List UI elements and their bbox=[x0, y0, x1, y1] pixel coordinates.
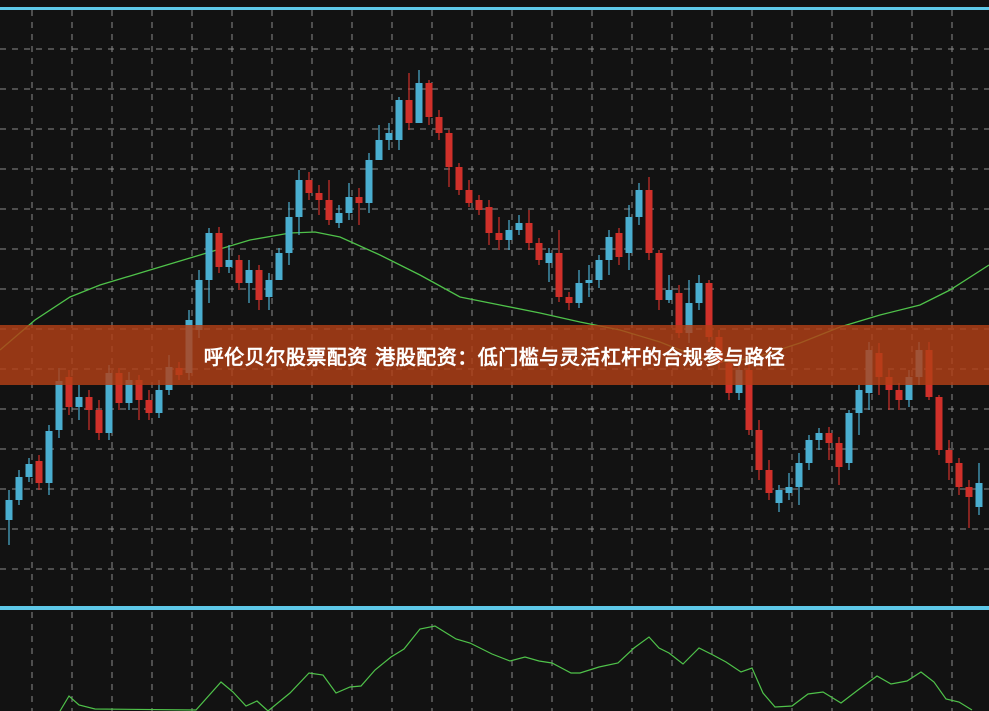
candle-down bbox=[655, 253, 663, 300]
candle-down bbox=[405, 100, 413, 123]
candle-up bbox=[385, 133, 393, 140]
candle-down bbox=[565, 297, 573, 303]
candle-up bbox=[245, 270, 253, 283]
candle-up bbox=[195, 280, 203, 330]
candle-up bbox=[775, 490, 783, 503]
candle-down bbox=[435, 117, 443, 133]
candle-up bbox=[125, 380, 133, 403]
candle-down bbox=[135, 380, 143, 400]
candle-down bbox=[215, 233, 223, 267]
candle-down bbox=[115, 373, 123, 403]
candle-up bbox=[665, 290, 673, 300]
candle-up bbox=[225, 260, 233, 267]
candle-down bbox=[485, 207, 493, 233]
candle-down bbox=[445, 133, 453, 167]
banner-title: 呼伦贝尔股票配资 港股配资：低门槛与灵活杠杆的合规参与路径 bbox=[203, 344, 786, 369]
candle-down bbox=[835, 443, 843, 467]
candle-up bbox=[335, 213, 343, 223]
candle-down bbox=[825, 433, 833, 443]
candle-down bbox=[765, 470, 773, 493]
candle-down bbox=[965, 487, 973, 497]
title-banner: 呼伦贝尔股票配资 港股配资：低门槛与灵活杠杆的合规参与路径 bbox=[0, 325, 989, 385]
candle-down bbox=[95, 410, 103, 433]
candle-up bbox=[15, 477, 23, 500]
candle-down bbox=[945, 450, 953, 463]
candle-up bbox=[605, 237, 613, 260]
candle-up bbox=[155, 390, 163, 413]
candle-down bbox=[355, 197, 363, 203]
candle-up bbox=[105, 373, 113, 433]
candle-up bbox=[625, 217, 633, 253]
candle-up bbox=[415, 83, 423, 123]
candle-up bbox=[785, 487, 793, 493]
candle-up bbox=[695, 283, 703, 303]
candle-up bbox=[345, 197, 353, 213]
candle-down bbox=[535, 243, 543, 260]
candle-up bbox=[205, 233, 213, 280]
candle-up bbox=[505, 230, 513, 240]
candle-down bbox=[615, 233, 623, 257]
candle-up bbox=[45, 431, 53, 483]
candle-down bbox=[755, 430, 763, 470]
candle-up bbox=[25, 464, 33, 477]
candle-down bbox=[35, 461, 43, 483]
candle-up bbox=[975, 483, 983, 507]
candle-down bbox=[675, 293, 683, 333]
candle-up bbox=[795, 463, 803, 487]
candle-up bbox=[545, 253, 553, 263]
candle-down bbox=[555, 253, 563, 297]
candle-down bbox=[745, 370, 753, 430]
candle-up bbox=[365, 160, 373, 203]
candle-down bbox=[645, 190, 653, 253]
candle-up bbox=[265, 280, 273, 297]
candle-down bbox=[315, 193, 323, 200]
candle-up bbox=[575, 283, 583, 303]
candle-up bbox=[515, 223, 523, 230]
candle-down bbox=[255, 270, 263, 300]
candle-up bbox=[585, 280, 593, 283]
candle-down bbox=[85, 397, 93, 410]
candle-down bbox=[495, 233, 503, 240]
candle-down bbox=[325, 200, 333, 220]
candle-up bbox=[685, 303, 693, 333]
candle-down bbox=[145, 400, 153, 413]
candle-up bbox=[75, 397, 83, 407]
candle-up bbox=[635, 190, 643, 217]
candle-up bbox=[375, 140, 383, 160]
candle-down bbox=[935, 397, 943, 450]
candle-down bbox=[465, 190, 473, 203]
panel-separator bbox=[0, 606, 989, 610]
candle-up bbox=[5, 500, 13, 520]
candle-down bbox=[455, 167, 463, 190]
candle-up bbox=[845, 413, 853, 463]
candle-up bbox=[295, 180, 303, 217]
candle-down bbox=[235, 260, 243, 283]
candle-up bbox=[855, 390, 863, 413]
candle-up bbox=[905, 377, 913, 400]
candle-up bbox=[805, 440, 813, 463]
candle-down bbox=[305, 180, 313, 193]
candle-down bbox=[475, 200, 483, 210]
candle-up bbox=[395, 100, 403, 140]
candle-down bbox=[705, 283, 713, 337]
top-border bbox=[0, 7, 989, 10]
candle-down bbox=[525, 223, 533, 243]
indicator-line bbox=[59, 625, 973, 711]
candle-up bbox=[595, 260, 603, 280]
candle-down bbox=[895, 390, 903, 400]
candle-up bbox=[55, 381, 63, 430]
candle-down bbox=[65, 377, 73, 407]
candle-up bbox=[275, 253, 283, 280]
candle-down bbox=[425, 83, 433, 117]
candle-down bbox=[955, 463, 963, 487]
candle-up bbox=[815, 433, 823, 440]
candle-up bbox=[285, 217, 293, 253]
